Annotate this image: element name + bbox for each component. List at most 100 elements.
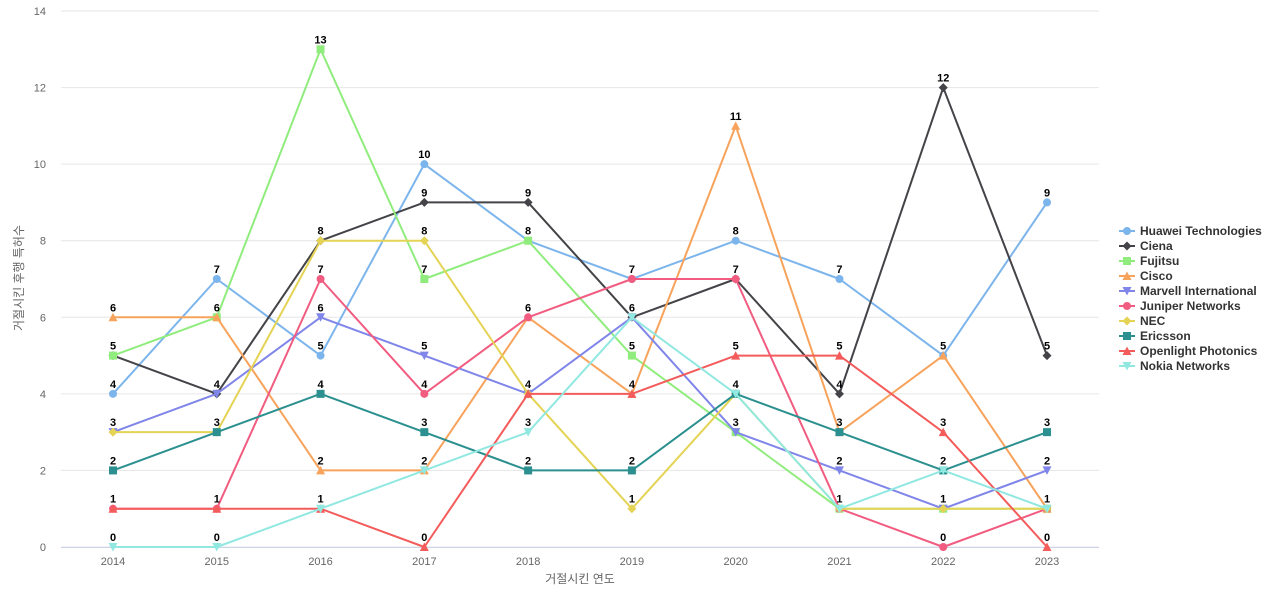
- data-point: [627, 313, 637, 322]
- data-label: 1: [110, 494, 116, 506]
- series-line: [112, 86, 1049, 395]
- x-tick-label: 2017: [412, 556, 436, 568]
- data-point: [420, 389, 429, 398]
- data-point: [212, 312, 222, 322]
- legend-item[interactable]: Ericsson: [1119, 329, 1191, 343]
- series-nokia-networks: [108, 313, 1052, 552]
- data-point: [316, 45, 325, 54]
- legend-item[interactable]: Marvell International: [1119, 284, 1257, 298]
- legend: Huawei TechnologiesCienaFujitsuCiscoMarv…: [1119, 224, 1262, 373]
- data-point: [523, 428, 533, 437]
- y-axis-ticks: 0 2 4 6 8 10 12 14: [34, 6, 46, 554]
- series-fujitsu: [109, 45, 1052, 513]
- legend-item[interactable]: NEC: [1119, 314, 1166, 328]
- legend-item[interactable]: Juniper Networks: [1119, 299, 1241, 313]
- data-point: [627, 504, 637, 514]
- data-label: 6: [629, 302, 635, 314]
- data-label: 2: [940, 455, 946, 467]
- data-point: [1042, 504, 1052, 514]
- y-tick-label: 2: [40, 465, 46, 477]
- data-point: [316, 313, 326, 322]
- data-label: 1: [836, 494, 842, 506]
- legend-marker: [1122, 287, 1132, 296]
- x-tick-label: 2022: [931, 556, 955, 568]
- legend-item[interactable]: Cisco: [1119, 269, 1173, 283]
- data-label: 5: [317, 341, 323, 353]
- data-point: [939, 543, 948, 551]
- data-point: [938, 427, 948, 437]
- data-label: 9: [525, 187, 531, 199]
- data-label: 2: [421, 455, 427, 467]
- data-point: [420, 428, 429, 437]
- legend-item[interactable]: Openlight Photonics: [1119, 344, 1258, 358]
- data-point: [731, 275, 740, 283]
- data-label: 2: [110, 455, 116, 467]
- y-tick-label: 0: [40, 542, 46, 554]
- data-label: 4: [525, 379, 532, 391]
- legend-marker: [1122, 241, 1132, 251]
- data-label: 3: [733, 417, 739, 429]
- data-point: [316, 504, 326, 514]
- x-tick-label: 2023: [1035, 556, 1059, 568]
- x-tick-label: 2015: [205, 556, 229, 568]
- series-line: [112, 163, 1049, 395]
- data-point: [109, 389, 117, 398]
- y-tick-label: 4: [40, 389, 46, 401]
- data-label: 9: [1044, 187, 1050, 199]
- data-label: 5: [110, 341, 116, 353]
- data-label: 4: [421, 379, 428, 391]
- data-point: [835, 275, 844, 283]
- data-label: 3: [1044, 417, 1050, 429]
- x-axis-ticks: 2014 2015 2016 2017 2018 2019 2020 2021 2022 2023: [101, 556, 1060, 568]
- data-label: 4: [836, 379, 843, 391]
- legend-marker: [1122, 346, 1132, 355]
- legend-marker: [1123, 302, 1131, 310]
- data-point: [316, 275, 325, 283]
- data-label: 1: [1044, 494, 1050, 506]
- legend-item[interactable]: Ciena: [1119, 239, 1173, 253]
- data-point: [108, 427, 118, 437]
- data-label: 5: [940, 341, 946, 353]
- data-label: 1: [629, 494, 635, 506]
- data-point: [316, 236, 326, 246]
- data-label: 4: [110, 379, 117, 391]
- legend-item[interactable]: Huawei Technologies: [1119, 224, 1262, 238]
- series-line: [112, 278, 1049, 548]
- data-label: 0: [1044, 532, 1050, 544]
- legend-marker: [1122, 316, 1132, 326]
- data-label: 12: [937, 73, 949, 85]
- data-point: [212, 428, 221, 437]
- data-point: [212, 543, 222, 552]
- y-tick-label: 14: [34, 6, 46, 18]
- series-line: [112, 316, 1049, 510]
- x-tick-label: 2016: [308, 556, 332, 568]
- series-line: [112, 392, 1049, 472]
- data-label: 7: [733, 264, 739, 276]
- data-point: [1043, 428, 1052, 437]
- data-point: [212, 275, 221, 283]
- legend-label: Cisco: [1140, 269, 1173, 283]
- data-point: [109, 351, 117, 360]
- data-label: 3: [525, 417, 531, 429]
- legend-item[interactable]: Fujitsu: [1119, 254, 1179, 268]
- legend-item[interactable]: Nokia Networks: [1119, 359, 1230, 373]
- legend-marker: [1123, 227, 1131, 235]
- data-point: [1042, 351, 1052, 361]
- data-label: 4: [317, 379, 324, 391]
- data-point: [627, 275, 636, 283]
- data-label: 5: [733, 341, 739, 353]
- data-label: 3: [836, 417, 842, 429]
- series-line: [112, 48, 1049, 510]
- data-label: 5: [421, 341, 427, 353]
- data-label: 3: [214, 417, 220, 429]
- series-huawei-technologies: [109, 160, 1052, 398]
- legend-label: NEC: [1140, 314, 1166, 328]
- data-point: [1042, 542, 1052, 551]
- data-label: 5: [629, 341, 635, 353]
- data-point: [109, 466, 117, 475]
- data-label: 6: [525, 302, 531, 314]
- data-label: 2: [1044, 455, 1050, 467]
- data-label: 2: [836, 455, 842, 467]
